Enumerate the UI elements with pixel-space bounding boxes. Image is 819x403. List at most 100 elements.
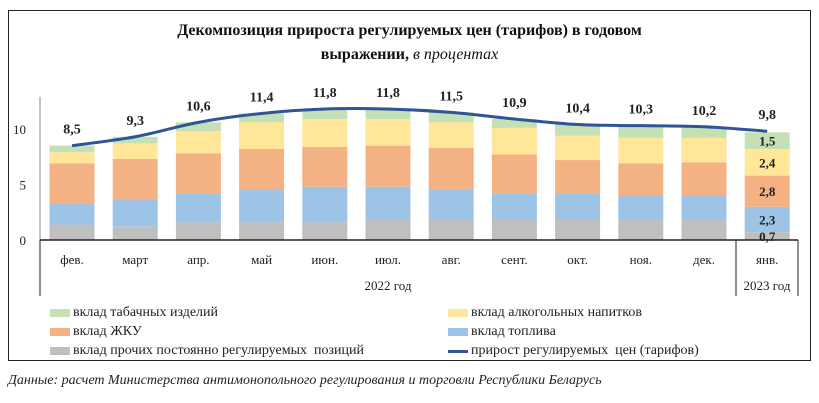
x-tick-label: фев. [60,252,84,267]
legend-alcohol: вклад алкогольных напитков [448,305,642,321]
data-label: 11,4 [250,90,274,105]
bar-segment [491,220,537,240]
bar-segment [428,147,474,189]
x-tick-label: июл. [375,252,401,267]
bar-segment [428,122,474,148]
x-tick-label: авг. [442,252,461,267]
bar-segment [49,163,95,204]
bar-segment [112,143,158,159]
year-label: 2022 год [365,278,412,293]
bar-segment [428,220,474,240]
y-tick-label: 5 [20,178,27,193]
bar-segment [491,119,537,128]
bar-segment [491,127,537,155]
bar-segment [239,222,285,240]
bar-segment [112,158,158,201]
bar-segment [49,203,95,225]
bar-segment [365,218,411,240]
chart-unit: в процентах [412,46,499,63]
year-label: 2023 год [744,278,791,293]
bar-segment [302,146,348,187]
data-label: 10,9 [502,96,527,111]
bar-segment [555,160,601,194]
bar-segment [428,112,474,123]
bar-segment [175,193,221,223]
bar-segment [365,186,411,219]
legend-housing: вклад ЖКУ [50,324,142,340]
data-label: 8,5 [63,123,81,138]
bar-segment [112,200,158,227]
bar-segment [175,222,221,240]
bar-segment [239,148,285,191]
legend-line: прирост регулируемых цен (тарифов) [448,343,699,359]
bar-segment [302,119,348,147]
chart-title-line2: выражении, в процентах [320,46,499,63]
bar-segment [744,175,790,207]
bar-segment [491,193,537,221]
bar-segment [239,113,285,123]
bar-segment [428,188,474,221]
bar-segment [681,126,727,138]
x-tick-label: май [251,252,272,267]
data-label: 9,3 [126,114,144,129]
bar-segment [744,148,790,176]
bar-segment [555,220,601,240]
x-tick-label: апр. [187,252,209,267]
y-tick-label: 0 [20,233,27,248]
segment-label: 2,4 [759,155,776,170]
data-label: 9,8 [758,108,776,123]
chart-frame [8,10,811,361]
data-label: 11,8 [313,86,337,101]
bar-segment [618,220,664,240]
chart-title: Декомпозиция прироста регулируемых цен (… [177,22,642,39]
source-note: Данные: расчет Министерства антимонополь… [8,373,602,388]
bar-segment [618,163,664,196]
bar-segment [681,137,727,163]
bar-segment [618,195,664,221]
bar-segment [239,190,285,223]
segment-label: 2,3 [759,212,776,227]
data-label: 10,4 [565,102,590,117]
segment-label: 2,8 [759,184,776,199]
bar-segment [555,124,601,136]
data-label: 10,2 [692,104,717,119]
bar-segment [302,222,348,240]
bar-segment [744,232,790,240]
bar-segment [555,135,601,161]
bar-segment [618,137,664,164]
x-tick-label: март [122,252,148,267]
y-tick-label: 10 [13,122,26,137]
x-tick-label: ноя. [630,252,652,267]
bar-segment [365,145,411,187]
bar-segment [681,195,727,221]
legend-other: вклад прочих постоянно регулируемых пози… [50,343,364,359]
bar-segment [49,152,95,164]
x-tick-label: дек. [693,252,715,267]
data-label: 11,8 [376,86,400,101]
bar-segment [175,131,221,154]
x-tick-label: янв. [756,252,778,267]
bar-segment [744,132,790,149]
bar-segment [302,109,348,120]
bar-segment [365,119,411,146]
bar-segment [49,224,95,240]
bar-segment [491,154,537,194]
bar-segment [302,186,348,223]
bar-segment [681,220,727,240]
bar-segment [112,226,158,240]
legend-fuel: вклад топлива [448,324,556,340]
bar-segment [175,122,221,132]
bar-segment [618,125,664,138]
bar-segment [555,193,601,221]
bar-segment [49,145,95,153]
segment-label: 1,5 [759,134,776,149]
x-tick-label: июн. [311,252,338,267]
data-label: 10,6 [186,99,211,114]
x-tick-label: сент. [501,252,528,267]
data-label: 10,3 [629,103,654,118]
bar-segment [681,162,727,196]
bar-segment [239,122,285,149]
data-label: 11,5 [439,89,463,104]
bar-segment [744,206,790,233]
